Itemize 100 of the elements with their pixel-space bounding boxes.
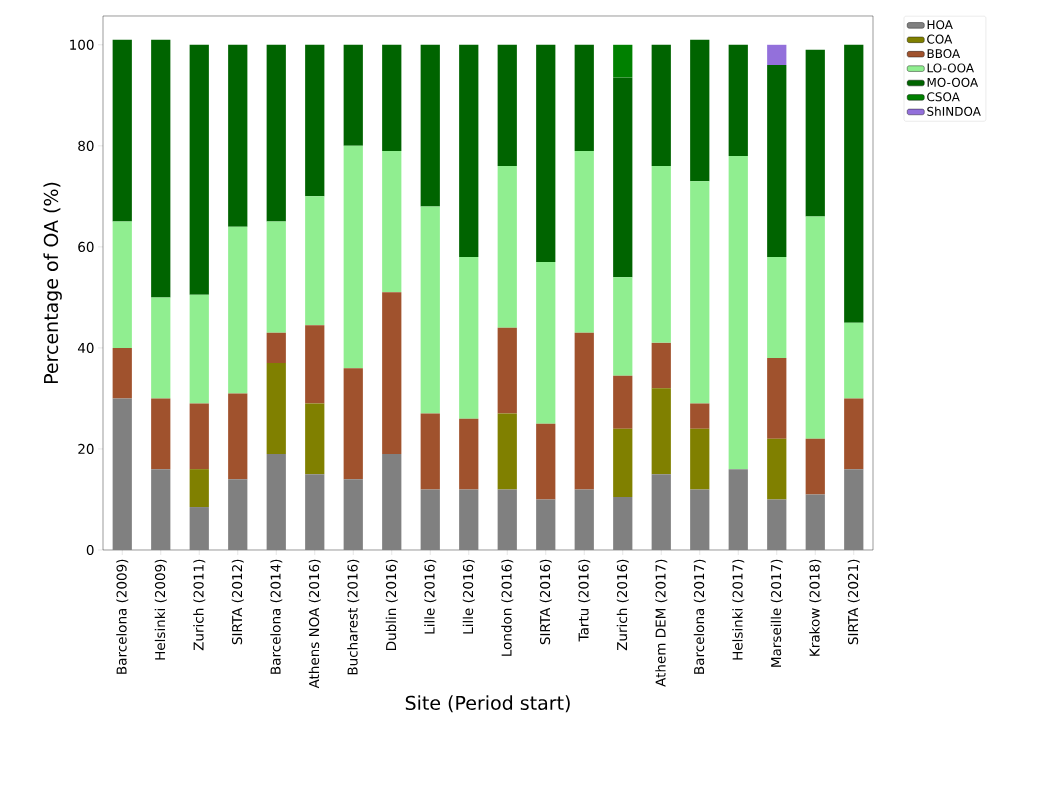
- bar: [536, 44, 556, 263]
- bar: [305, 403, 325, 475]
- bar: [497, 166, 517, 328]
- bar: [266, 332, 286, 364]
- y-tick-label: 80: [78, 140, 94, 151]
- bar: [613, 428, 633, 497]
- legend-label: MO-OOA: [927, 77, 979, 87]
- bar: [266, 363, 286, 455]
- x-tick-label: Zurich (2011): [193, 559, 206, 651]
- bar: [690, 181, 710, 404]
- bar: [420, 44, 440, 207]
- bar: [613, 44, 633, 78]
- bar: [112, 39, 132, 222]
- bar: [151, 39, 171, 298]
- bar: [613, 375, 633, 429]
- x-tick-label: Helsinki (2017): [732, 559, 745, 660]
- bar: [574, 150, 594, 333]
- bar: [189, 294, 209, 404]
- bar: [613, 77, 633, 278]
- x-tick-label: Helsinki (2009): [154, 559, 167, 660]
- bar: [690, 428, 710, 490]
- bar: [420, 206, 440, 414]
- bar: [266, 44, 286, 222]
- x-tick-label: SIRTA (2021): [847, 559, 860, 645]
- y-tick-label: 20: [78, 443, 94, 455]
- bar: [844, 398, 864, 470]
- bar: [651, 44, 671, 167]
- bar: [459, 418, 479, 490]
- bar: [805, 49, 825, 217]
- bar: [651, 342, 671, 389]
- bar: [151, 398, 171, 470]
- bar: [112, 347, 132, 399]
- legend-label: BBOA: [927, 49, 961, 59]
- bar: [305, 196, 325, 326]
- bar: [151, 297, 171, 399]
- bar: [228, 44, 248, 227]
- x-tick-label: Barcelona (2017): [693, 559, 706, 674]
- bar: [343, 44, 363, 146]
- bar: [728, 155, 748, 470]
- x-tick-label: Barcelona (2009): [116, 559, 129, 674]
- bar: [305, 44, 325, 197]
- x-tick-label: Krakow (2018): [809, 559, 822, 656]
- x-tick-label: Athens NOA (2016): [308, 559, 321, 689]
- bar: [844, 322, 864, 399]
- y-tick-label: 100: [70, 39, 94, 50]
- legend-label: ShINDOA: [927, 106, 981, 116]
- bar: [690, 403, 710, 429]
- legend-label: HOA: [927, 20, 953, 30]
- bar: [343, 368, 363, 480]
- bar: [536, 262, 556, 424]
- bar: [266, 221, 286, 333]
- x-tick-label: Tartu (2016): [578, 559, 591, 642]
- x-tick-label: Bucharest (2016): [347, 559, 360, 675]
- x-tick-label: SIRTA (2016): [539, 559, 552, 645]
- bar: [805, 216, 825, 439]
- bar: [382, 150, 402, 293]
- bar: [767, 358, 787, 439]
- bar: [189, 469, 209, 508]
- y-axis-title: Percentage of OA (%): [43, 182, 62, 384]
- bar: [651, 388, 671, 475]
- bar: [767, 65, 787, 257]
- bar: [536, 423, 556, 500]
- x-tick-label: Athem DEM (2017): [655, 559, 668, 687]
- bar: [497, 413, 517, 490]
- bar: [767, 44, 787, 65]
- x-tick-label: Lille (2016): [424, 559, 437, 634]
- bar: [343, 145, 363, 369]
- x-axis-title: Site (Period start): [405, 695, 570, 713]
- x-tick-label: Zurich (2016): [616, 559, 629, 651]
- bar: [497, 44, 517, 167]
- bar: [459, 44, 479, 257]
- bar: [690, 39, 710, 182]
- bar: [844, 44, 864, 323]
- x-tick-label: London (2016): [501, 559, 514, 656]
- y-tick-label: 60: [78, 241, 94, 252]
- bar: [382, 44, 402, 151]
- bar: [767, 256, 787, 359]
- legend-label: COA: [927, 34, 953, 44]
- bar: [420, 413, 440, 490]
- x-tick-label: SIRTA (2012): [231, 559, 244, 645]
- bar: [228, 226, 248, 394]
- bar: [497, 327, 517, 414]
- bar: [574, 332, 594, 490]
- bar: [805, 438, 825, 495]
- bar: [382, 292, 402, 455]
- bar: [189, 403, 209, 470]
- x-tick-label: Lille (2016): [462, 559, 475, 634]
- bar: [574, 44, 594, 151]
- bar: [728, 44, 748, 156]
- x-tick-label: Barcelona (2014): [270, 559, 283, 674]
- bar: [651, 166, 671, 343]
- x-tick-label: Dublin (2016): [385, 559, 398, 650]
- y-tick-label: 40: [77, 342, 94, 354]
- legend-label: CSOA: [927, 92, 960, 102]
- bar: [112, 221, 132, 348]
- y-tick-label: 0: [86, 544, 94, 556]
- bar: [767, 438, 787, 500]
- x-tick-label: Marseille (2017): [770, 559, 783, 667]
- bar: [613, 277, 633, 376]
- bar: [228, 393, 248, 480]
